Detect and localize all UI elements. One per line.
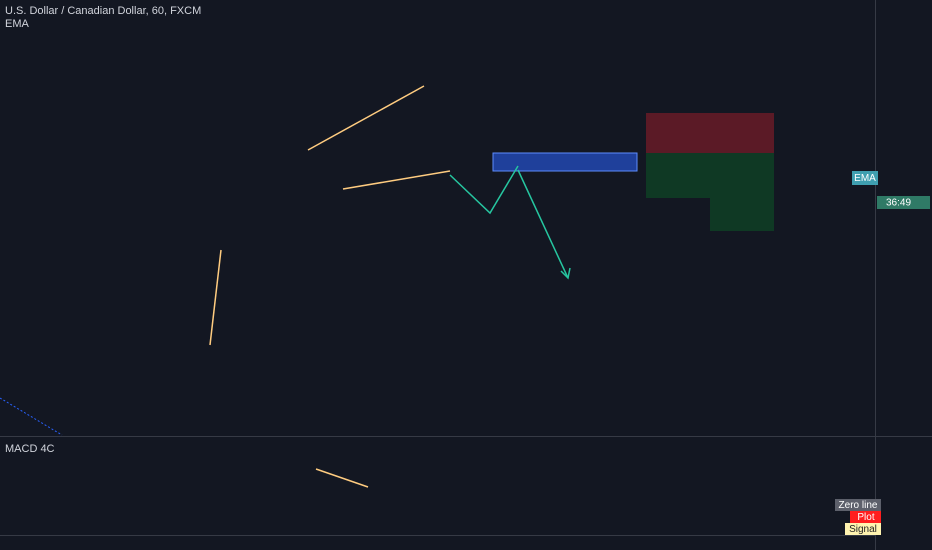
arrow	[517, 169, 569, 279]
arrow-head	[560, 267, 571, 280]
trend-line	[342, 170, 451, 190]
zone-rectangle	[492, 152, 638, 172]
plot-label-box	[850, 511, 881, 523]
target-zone	[646, 153, 774, 198]
countdown: 36:49	[886, 198, 911, 209]
stop-zone	[646, 113, 774, 153]
trend-line	[315, 468, 369, 488]
indicator-name: MACD 4C	[5, 443, 55, 455]
ema-label-box	[852, 171, 878, 185]
trend-line	[209, 249, 222, 346]
arrow-path	[449, 165, 519, 215]
trend-line	[0, 397, 63, 436]
indicator-name: EMA	[5, 18, 30, 30]
countdown-box	[877, 196, 930, 209]
plot-label: Plot	[857, 512, 874, 523]
target-zone	[710, 198, 774, 231]
trend-line	[307, 85, 425, 151]
plot-label: Signal	[849, 524, 877, 535]
chart-title: U.S. Dollar / Canadian Dollar, 60, FXCM	[5, 5, 201, 17]
plot-label: Zero line	[839, 500, 878, 511]
ema-label: EMA	[854, 173, 876, 184]
plot-label-box	[835, 499, 881, 511]
plot-label-box	[845, 523, 881, 535]
